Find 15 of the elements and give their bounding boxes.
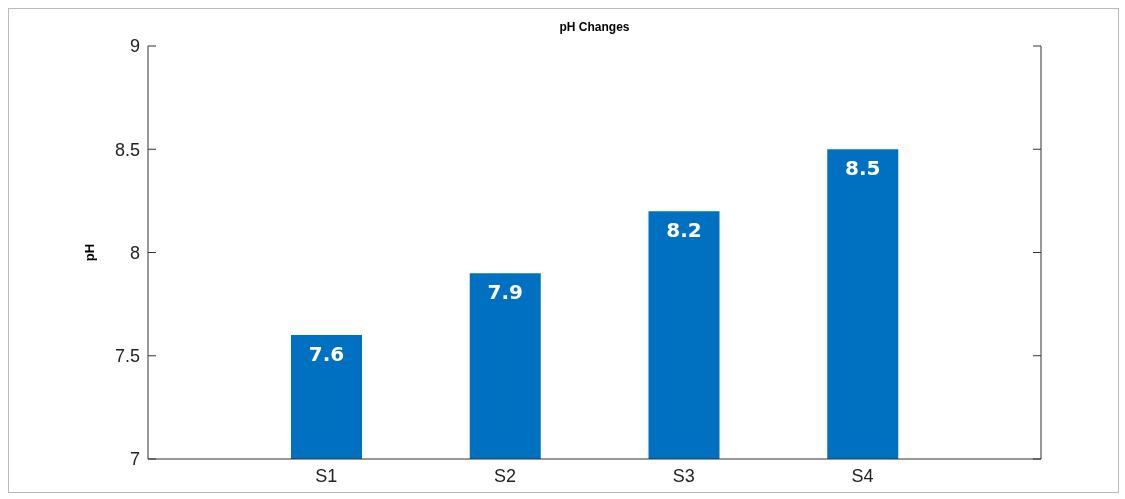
data-label: 7.6: [308, 342, 345, 367]
y-axis-title: pH: [81, 243, 97, 262]
y-tick-label: 7: [129, 449, 140, 470]
chart-title: pH Changes: [558, 20, 631, 34]
y-tick-label: 7.5: [114, 346, 140, 367]
y-tick-label: 8.5: [114, 139, 140, 160]
x-tick-label: S1: [315, 465, 338, 486]
x-tick-label: S4: [851, 465, 874, 486]
x-tick-label: S2: [494, 465, 517, 486]
data-label: 8.5: [845, 156, 881, 181]
y-tick-label: 8: [129, 242, 140, 263]
data-label: 7.9: [487, 280, 523, 305]
x-tick-label: S3: [672, 465, 695, 486]
y-tick-label: 9: [129, 36, 140, 57]
data-label: 8.2: [666, 218, 702, 243]
